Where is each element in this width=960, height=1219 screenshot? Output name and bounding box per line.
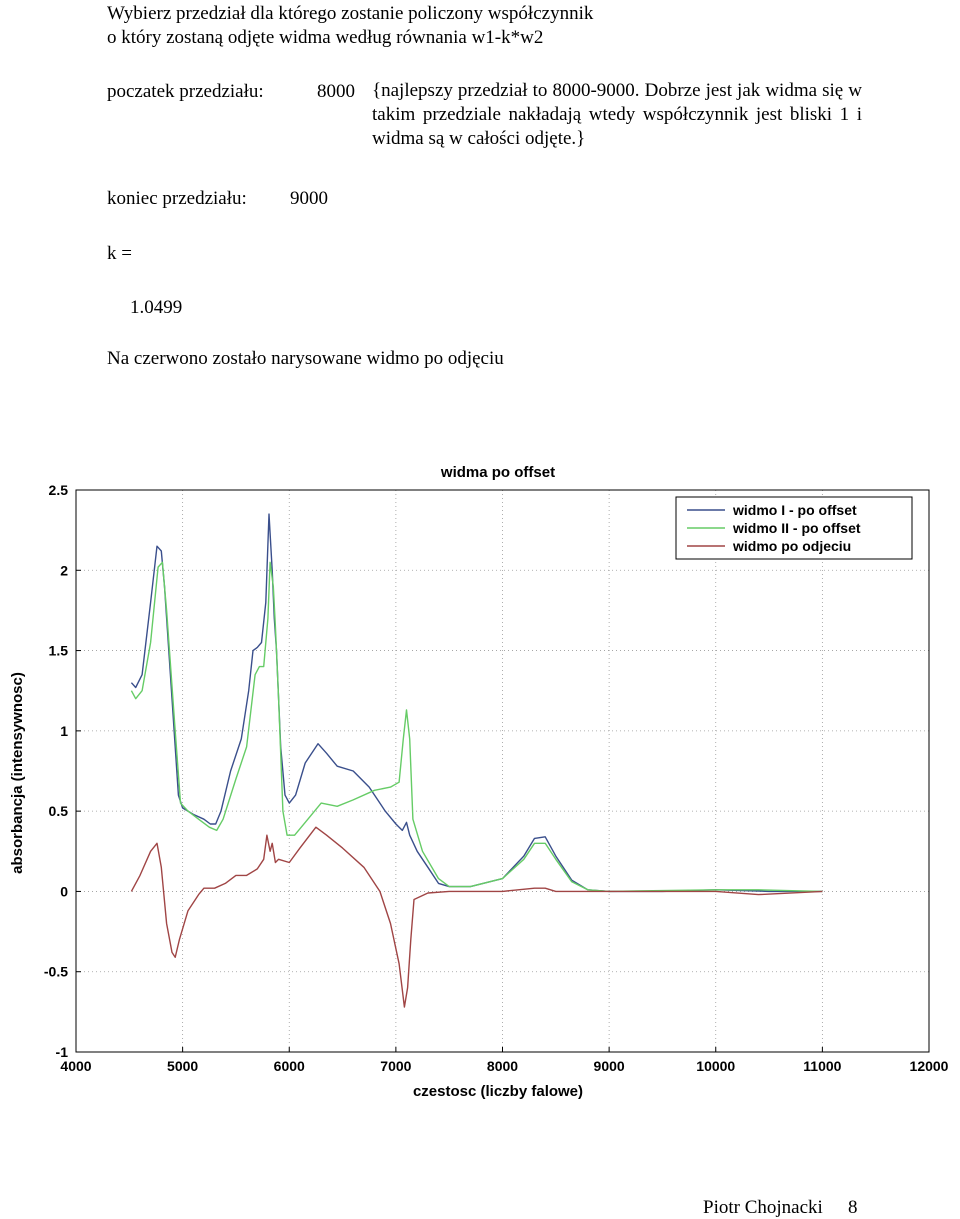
end-value: 9000: [290, 188, 328, 209]
x-tick-label: 7000: [380, 1058, 411, 1074]
legend-entry: widmo I - po offset: [732, 502, 857, 518]
interval-note: {najlepszy przedział to 8000-9000. Dobrz…: [372, 80, 862, 149]
start-label: poczatek przedziału:: [107, 81, 264, 102]
series: [130, 513, 823, 1008]
y-tick-label: 0.5: [49, 803, 69, 819]
x-tick-label: 6000: [274, 1058, 305, 1074]
y-tick-label: 2: [60, 562, 68, 578]
intro-line-1: Wybierz przedział dla którego zostanie p…: [107, 3, 594, 24]
legend-entry: widmo II - po offset: [732, 520, 861, 536]
footer-author: Piotr Chojnacki: [703, 1197, 823, 1218]
axis-ticks: 4000 5000 6000 7000 8000 9000 10000 11000 12000 -…: [44, 482, 949, 1074]
series-line-2: [130, 561, 823, 893]
x-tick-label: 10000: [696, 1058, 735, 1074]
y-tick-label: -1: [56, 1044, 69, 1060]
legend: widmo I - po offset widmo II - po offset w…: [675, 496, 913, 560]
k-label: k =: [107, 243, 132, 264]
x-tick-label: 9000: [594, 1058, 625, 1074]
x-tick-label: 8000: [487, 1058, 518, 1074]
y-tick-label: 0: [60, 883, 68, 899]
y-tick-label: 1: [60, 723, 68, 739]
caption: Na czerwono zostało narysowane widmo po …: [107, 348, 504, 369]
x-tick-label: 5000: [167, 1058, 198, 1074]
series-line-3: [130, 826, 823, 1008]
series-line-1: [130, 513, 823, 893]
x-tick-label: 4000: [60, 1058, 91, 1074]
intro-line-2: o który zostaną odjęte widma według równ…: [107, 27, 544, 48]
chart-title: widma po offset: [440, 464, 555, 481]
start-value: 8000: [317, 81, 355, 102]
footer-page: 8: [848, 1197, 858, 1218]
k-value: 1.0499: [130, 297, 183, 318]
y-axis-label: absorbancja (intensywnosc): [9, 672, 26, 874]
y-tick-label: 2.5: [49, 482, 69, 498]
end-label: koniec przedziału:: [107, 188, 247, 209]
x-tick-label: 11000: [803, 1058, 841, 1074]
legend-entry: widmo po odjeciu: [732, 538, 851, 554]
y-tick-label: 1.5: [49, 643, 69, 659]
spectra-chart: 4000 5000 6000 7000 8000 9000 10000 11000 12000 -…: [9, 464, 949, 1100]
x-axis-label: czestosc (liczby falowe): [413, 1083, 583, 1100]
y-tick-label: -0.5: [44, 964, 68, 980]
x-tick-label: 12000: [910, 1058, 949, 1074]
grid: [75, 489, 930, 1053]
